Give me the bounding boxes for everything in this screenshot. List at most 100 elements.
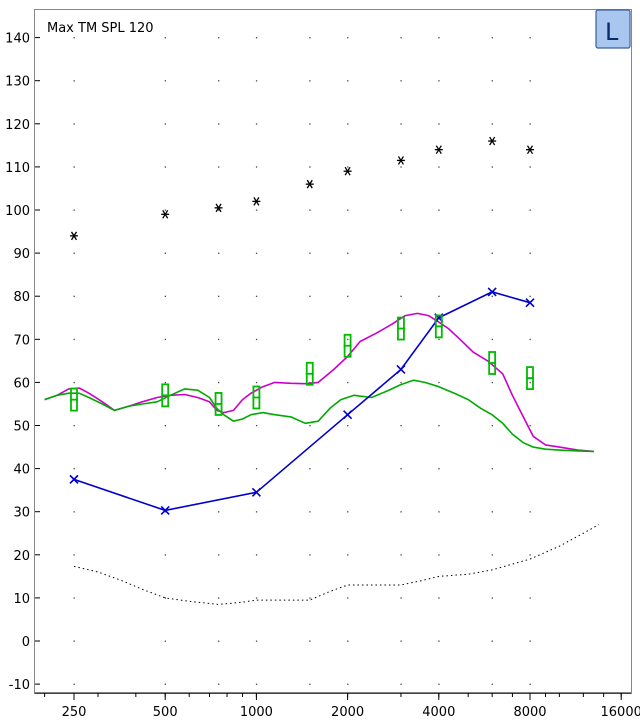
green_targets-point (488, 351, 497, 375)
grid-dot (164, 166, 166, 168)
grid-dot (309, 123, 311, 125)
star-stroke (344, 166, 351, 176)
grid-dot (218, 123, 220, 125)
grid-dot (164, 37, 166, 39)
grid-dot (164, 209, 166, 211)
grid-dot (309, 511, 311, 513)
y-tick-label: 10 (13, 592, 30, 607)
x-marker-stroke (251, 487, 261, 497)
grid-dot (491, 554, 493, 556)
grid-dot (400, 381, 402, 384)
star-stroke (253, 197, 260, 206)
grid-dot (347, 468, 349, 470)
grid-dot (255, 640, 258, 642)
grid-dot (529, 597, 531, 599)
grid-dot (400, 597, 402, 599)
grid-dot (491, 468, 493, 470)
grid-dot (438, 252, 440, 254)
grid-dot (529, 554, 531, 556)
grid-dot (255, 295, 258, 297)
grid-dot (309, 252, 311, 254)
grid-dot (164, 640, 166, 642)
grid-dot (309, 338, 311, 341)
max_spl_stars-point (70, 231, 78, 241)
blue_measured-point (487, 287, 497, 297)
x-marker-stroke (525, 298, 535, 308)
grid-dot (73, 209, 75, 211)
grid-dot (218, 425, 220, 427)
grid-dot (255, 468, 258, 470)
grid-dot (164, 295, 166, 297)
grid-dot (218, 80, 220, 82)
grid-dot (347, 338, 349, 341)
grid-dot (438, 123, 440, 125)
grid-dot (218, 338, 220, 341)
grid-dot (309, 468, 311, 470)
grid-dot (491, 123, 493, 125)
grid-dot (347, 511, 349, 513)
grid-dot (73, 597, 75, 599)
blue_measured-point (69, 474, 79, 484)
y-axis: -10 0 10 20 30 40 50 60 70 80 90 100 110 120 130 140 (5, 32, 40, 693)
grid-dot (73, 37, 75, 39)
grid-dot (255, 554, 258, 556)
ear-badge-box[interactable] (595, 9, 631, 49)
blue_measured-point (343, 410, 353, 420)
grid-dot (347, 123, 349, 125)
max_spl_stars-point (434, 145, 443, 155)
grid-dot (255, 123, 258, 125)
grid-dot (309, 209, 311, 211)
star-stroke (70, 231, 78, 241)
grid-dot (255, 381, 258, 384)
grid-dot (347, 597, 349, 599)
x-tick-label: 8000 (513, 705, 546, 720)
grid-dot (529, 511, 531, 513)
star-stroke (489, 136, 496, 146)
grid-dot (438, 468, 440, 470)
grid-dot (309, 295, 311, 297)
grid-dot (164, 683, 166, 685)
grid-dot (218, 468, 220, 470)
grid-dot (347, 381, 349, 384)
grid-dot (529, 640, 531, 642)
grid-dot (491, 511, 493, 513)
star-stroke (162, 209, 169, 219)
ear-badge-letter[interactable]: L (605, 18, 619, 46)
grid-dot (347, 554, 349, 556)
x-tick-label: 250 (62, 705, 87, 720)
max_spl_stars-point (214, 203, 223, 213)
grid-dot (438, 425, 440, 427)
grid-dot (218, 252, 220, 254)
grid-dot (529, 80, 531, 82)
x-marker-stroke (487, 287, 497, 297)
grid-dot (347, 295, 349, 297)
grid-dot (164, 80, 166, 82)
grid-dot (73, 252, 75, 254)
grid-dot (164, 338, 166, 341)
grid-dot (73, 468, 75, 470)
grid-dot (73, 554, 75, 556)
ear-side-badge[interactable]: L (595, 9, 631, 49)
y-tick-label: 120 (5, 118, 30, 133)
grid (73, 37, 531, 685)
grid-dot (529, 338, 531, 341)
green_targets-point (70, 387, 78, 412)
chart-title: Max TM SPL 120 (47, 21, 154, 36)
x-marker-stroke (396, 364, 406, 375)
grid-dot (255, 209, 258, 211)
x-tick-label: 2000 (331, 705, 364, 720)
grid-dot (529, 683, 531, 685)
grid-dot (255, 166, 258, 168)
grid-dot (347, 37, 349, 39)
grid-dot (438, 295, 440, 297)
y-tick-label: 70 (13, 333, 30, 348)
x-tick-label: 1000 (240, 705, 273, 720)
black_dotted-line (73, 524, 600, 605)
blue_measured-point (160, 505, 170, 515)
blue_measured-point (251, 487, 261, 497)
y-tick-label: 130 (5, 75, 30, 90)
grid-dot (218, 209, 220, 211)
star-stroke (526, 145, 534, 155)
y-tick-label: 90 (13, 247, 30, 262)
grid-dot (438, 37, 440, 39)
